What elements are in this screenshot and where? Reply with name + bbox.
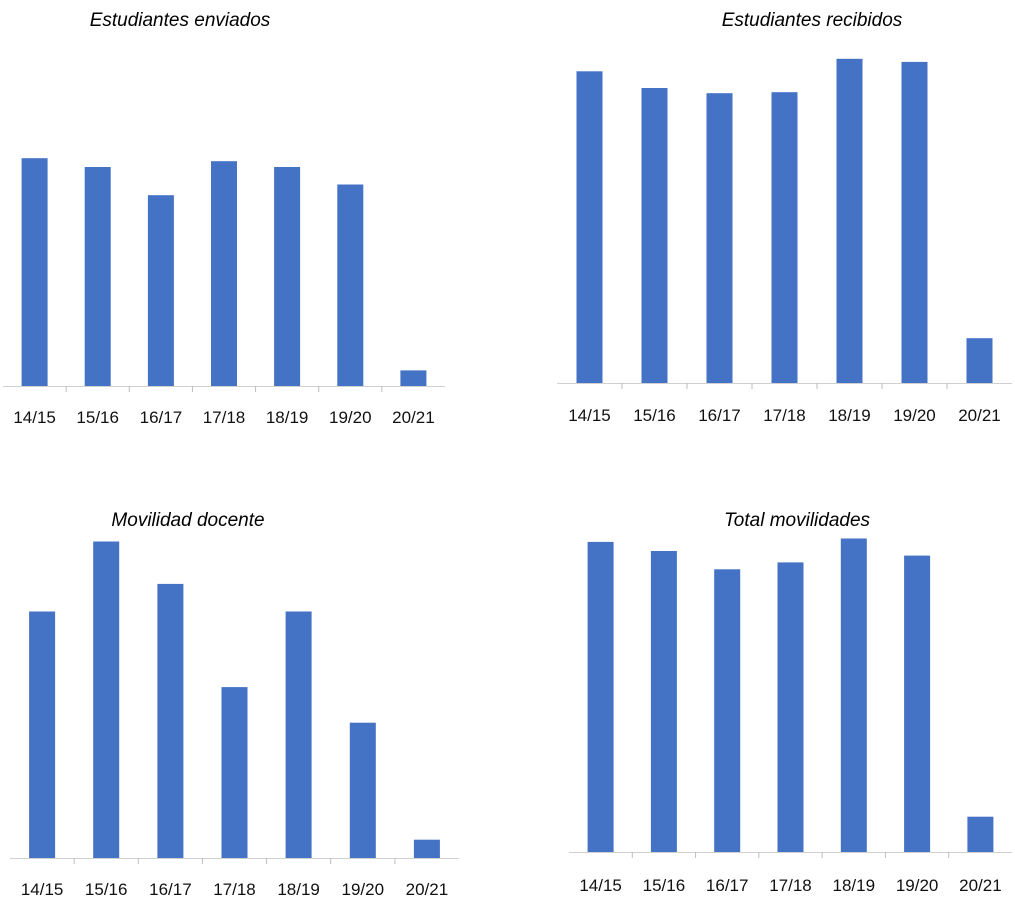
chart-title: Total movilidades bbox=[724, 510, 871, 531]
bar-20-21 bbox=[400, 370, 427, 386]
x-tick-label: 20/21 bbox=[406, 880, 449, 899]
bar-19-20 bbox=[904, 555, 931, 852]
x-tick-label: 18/19 bbox=[833, 876, 876, 895]
chart-title: Movilidad docente bbox=[111, 510, 264, 531]
x-tick-label: 14/15 bbox=[568, 406, 611, 425]
x-tick-label: 14/15 bbox=[21, 880, 64, 899]
bar-14-15 bbox=[29, 611, 56, 858]
chart-total-movilidades: Total movilidades 14/15 15/16 16/17 17/18 18… bbox=[569, 510, 1012, 895]
bar-19-20 bbox=[349, 722, 376, 858]
x-tick-label: 17/18 bbox=[763, 406, 806, 425]
x-tick-label: 16/17 bbox=[149, 880, 192, 899]
chart-title: Estudiantes enviados bbox=[90, 10, 271, 31]
x-tick-label: 19/20 bbox=[342, 880, 385, 899]
bar-14-15 bbox=[587, 541, 614, 852]
x-tick-label: 19/20 bbox=[329, 408, 372, 427]
bar-14-15 bbox=[21, 158, 48, 386]
bar-19-20 bbox=[337, 184, 364, 386]
bar-16-17 bbox=[714, 569, 741, 852]
x-tick-label: 14/15 bbox=[579, 876, 622, 895]
chart-estudiantes-enviados: Estudiantes enviados 14/15 15/16 16/17 17/1… bbox=[3, 10, 445, 427]
bar-15-16 bbox=[84, 167, 111, 386]
x-tick-label: 18/19 bbox=[266, 408, 309, 427]
bar-19-20 bbox=[901, 61, 928, 384]
x-tick-label: 15/16 bbox=[76, 408, 119, 427]
x-tick-label: 16/17 bbox=[706, 876, 749, 895]
x-tick-label: 19/20 bbox=[896, 876, 939, 895]
x-tick-label: 17/18 bbox=[203, 408, 246, 427]
x-tick-label: 20/21 bbox=[392, 408, 435, 427]
bar-17-18 bbox=[777, 562, 804, 852]
chart-estudiantes-recibidos: Estudiantes recibidos 14/15 15/16 16/17 17/… bbox=[557, 10, 1012, 425]
bar-15-16 bbox=[93, 541, 120, 858]
x-tick-label: 18/19 bbox=[277, 880, 320, 899]
bar-20-21 bbox=[966, 338, 993, 383]
bar-20-21 bbox=[967, 816, 994, 852]
bar-16-17 bbox=[147, 195, 174, 386]
bar-14-15 bbox=[576, 71, 603, 384]
bar-15-16 bbox=[641, 88, 668, 383]
x-tick-label: 19/20 bbox=[893, 406, 936, 425]
x-tick-label: 15/16 bbox=[643, 876, 686, 895]
x-tick-label: 16/17 bbox=[698, 406, 741, 425]
bar-18-19 bbox=[840, 538, 867, 852]
x-tick-label: 15/16 bbox=[85, 880, 128, 899]
x-tick-label: 15/16 bbox=[633, 406, 676, 425]
bar-17-18 bbox=[221, 687, 248, 858]
x-tick-label: 17/18 bbox=[769, 876, 812, 895]
x-tick-label: 20/21 bbox=[958, 406, 1001, 425]
bar-17-18 bbox=[771, 92, 798, 383]
bar-16-17 bbox=[706, 93, 733, 383]
chart-movilidad-docente: Movilidad docente 14/15 15/16 16/17 17/18 18… bbox=[10, 510, 459, 899]
x-tick-label: 18/19 bbox=[828, 406, 871, 425]
bar-18-19 bbox=[836, 58, 863, 384]
x-tick-label: 16/17 bbox=[140, 408, 183, 427]
bar-17-18 bbox=[211, 161, 237, 386]
bar-16-17 bbox=[157, 583, 184, 858]
x-tick-label: 20/21 bbox=[959, 876, 1002, 895]
x-tick-label: 17/18 bbox=[213, 880, 256, 899]
bar-15-16 bbox=[650, 551, 677, 852]
x-tick-label: 14/15 bbox=[13, 408, 56, 427]
bar-18-19 bbox=[274, 167, 301, 386]
bar-18-19 bbox=[285, 611, 312, 858]
bar-20-21 bbox=[413, 839, 440, 858]
chart-title: Estudiantes recibidos bbox=[722, 10, 903, 31]
